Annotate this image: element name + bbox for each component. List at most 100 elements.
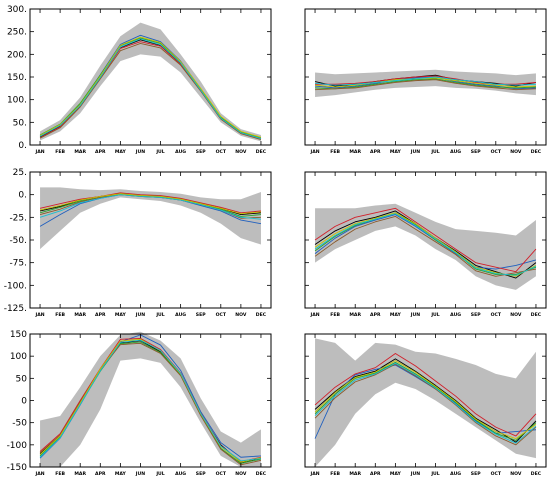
y-tick-label: 25. (13, 168, 27, 178)
x-tick-label: SEP (196, 312, 206, 318)
x-tick-label: NOV (510, 471, 522, 477)
series-line-6 (314, 360, 537, 440)
x-tick-label: APR (370, 471, 381, 477)
series-line-7 (314, 362, 537, 444)
x-tick-label: APR (95, 312, 106, 318)
x-tick-label: JUL (155, 471, 164, 477)
x-tick-label: MAY (115, 471, 127, 477)
y-tick-label: 100 (10, 352, 27, 362)
x-tick-label: MAR (74, 312, 86, 318)
x-tick-label: NOV (510, 149, 522, 155)
x-tick-label: JAN (34, 312, 44, 318)
x-tick-label: NOV (510, 312, 522, 318)
series-line-7 (39, 339, 262, 462)
x-tick-label: JAN (34, 471, 44, 477)
x-tick-label: JAN (309, 312, 319, 318)
x-tick-label: JUL (430, 312, 439, 318)
series-line-6 (315, 77, 536, 88)
series-line-2 (315, 76, 536, 90)
x-tick-label: JAN (309, 149, 319, 155)
x-tick-label: AUG (175, 471, 186, 477)
x-tick-label: FEB (55, 149, 65, 155)
x-tick-label: MAR (74, 149, 86, 155)
spread-band (315, 338, 536, 467)
y-tick-label: 300. (7, 5, 27, 15)
x-tick-label: OCT (216, 149, 227, 155)
x-tick-label: MAY (115, 312, 127, 318)
series-line-4 (314, 361, 537, 441)
series-line-5 (314, 215, 537, 277)
x-tick-label: AUG (450, 471, 461, 477)
series-line-3 (314, 207, 537, 273)
x-tick-label: NOV (235, 149, 247, 155)
series-line-3 (39, 192, 261, 214)
chart-panel-5: -150 -100 -50 0 50 100 150 JAN FEB MAR APR MAY JUN JU… (7, 330, 272, 477)
x-tick-label: JUN (410, 149, 420, 155)
y-tick-label: 0. (18, 191, 27, 201)
x-tick-label: MAY (115, 149, 127, 155)
x-tick-label: SEP (196, 471, 206, 477)
x-tick-label: JUN (135, 471, 145, 477)
x-tick-label: AUG (175, 312, 186, 318)
spread-band (40, 331, 261, 467)
y-tick-label: -75. (9, 259, 27, 269)
x-tick-label: DEC (531, 149, 542, 155)
x-tick-label: MAR (349, 312, 361, 318)
x-tick-label: AUG (175, 149, 186, 155)
series-line-7 (39, 38, 262, 140)
y-tick-label: -100 (7, 441, 28, 451)
y-tick-label: -50. (9, 236, 27, 246)
y-tick-label: -50 (12, 419, 27, 429)
x-tick-label: OCT (216, 312, 227, 318)
x-tick-label: APR (370, 149, 381, 155)
y-tick-label: 250. (7, 28, 27, 38)
y-tick-label: 0. (18, 141, 27, 151)
x-tick-label: JUL (155, 312, 164, 318)
x-tick-label: APR (370, 312, 381, 318)
x-tick-label: DEC (256, 149, 267, 155)
x-tick-label: MAR (349, 149, 361, 155)
x-tick-label: APR (95, 149, 106, 155)
y-tick-label: -125. (4, 304, 27, 314)
x-tick-label: JAN (309, 471, 319, 477)
y-tick-label: 150. (7, 73, 27, 83)
x-tick-label: JUL (155, 149, 164, 155)
x-tick-label: JUN (410, 312, 420, 318)
y-tick-label: -150 (7, 463, 28, 473)
x-tick-label: FEB (55, 471, 65, 477)
x-tick-label: OCT (491, 149, 502, 155)
series-line-5 (39, 342, 262, 466)
x-tick-label: MAR (74, 471, 86, 477)
series-line-7 (315, 76, 536, 86)
x-tick-label: JUN (135, 312, 145, 318)
x-tick-label: DEC (256, 312, 267, 318)
series-line-3 (314, 353, 537, 437)
chart-panel-4: -125.-100.-75.-50.-25.0.25.JANFEBMARAPRM… (304, 171, 547, 318)
x-tick-label: SEP (471, 312, 481, 318)
y-tick-label: 150 (10, 330, 27, 340)
x-tick-label: AUG (450, 312, 461, 318)
series-line-1 (314, 358, 537, 443)
x-tick-label: AUG (450, 149, 461, 155)
x-tick-label: NOV (235, 312, 247, 318)
series-line-7 (314, 213, 537, 276)
y-tick-label: 50. (13, 118, 27, 128)
x-tick-label: DEC (531, 471, 542, 477)
x-tick-label: OCT (491, 312, 502, 318)
y-tick-label: 200. (7, 50, 27, 60)
spread-band (40, 187, 261, 250)
series-line-7 (39, 194, 261, 220)
x-tick-label: JAN (34, 149, 44, 155)
x-tick-label: SEP (471, 471, 481, 477)
x-tick-label: MAY (390, 471, 402, 477)
x-tick-label: DEC (256, 471, 267, 477)
x-tick-label: DEC (531, 312, 542, 318)
series-line-6 (314, 212, 537, 277)
y-tick-label: -100. (4, 281, 27, 291)
x-tick-label: OCT (491, 471, 502, 477)
x-tick-label: JUL (430, 149, 439, 155)
chart-panel-1: 0. 50. 100. 150. 200. 250. 300. JAN FEB MAR APR MAY… (7, 5, 272, 155)
x-tick-label: MAY (390, 312, 402, 318)
x-tick-label: SEP (471, 149, 481, 155)
series-line-4 (315, 78, 536, 90)
